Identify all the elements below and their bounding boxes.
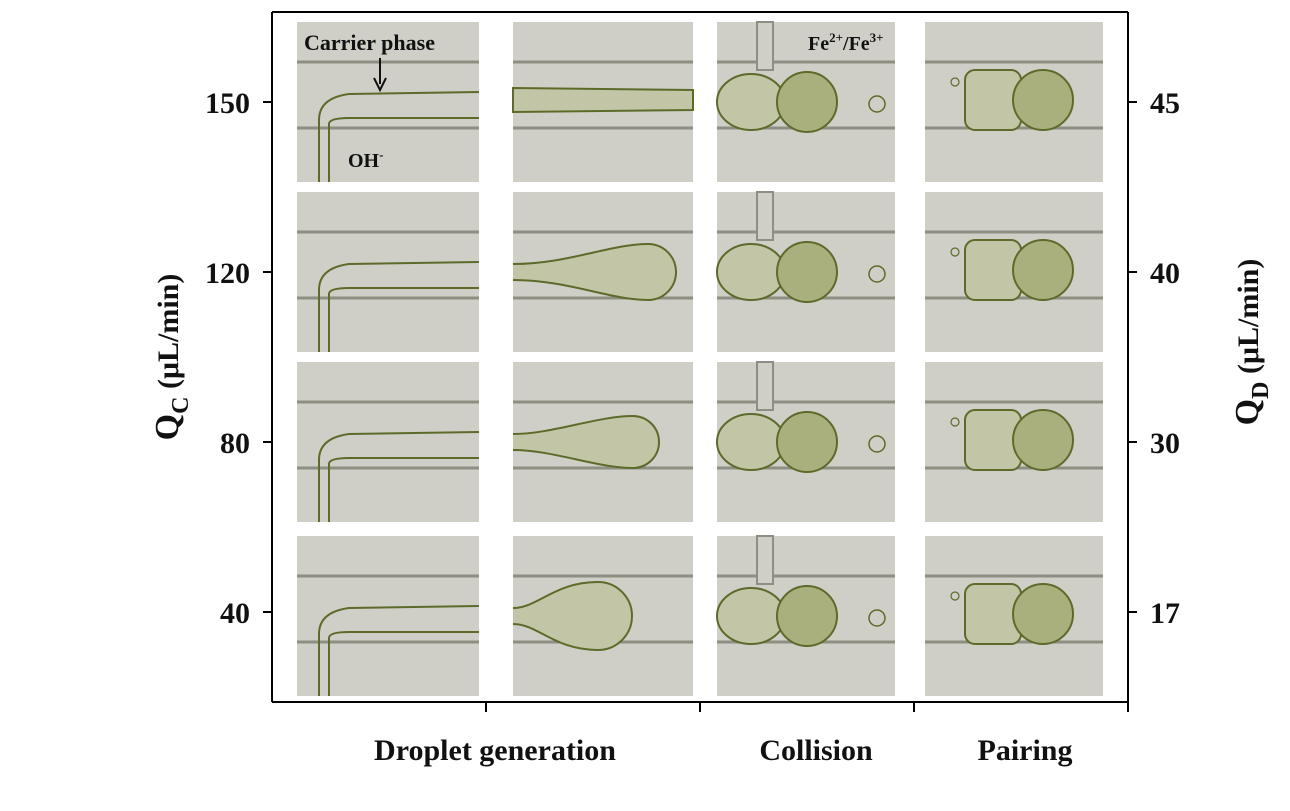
- satellite-bubble: [868, 265, 886, 283]
- micrograph-panel: [512, 192, 693, 352]
- satellite-bubble: [868, 435, 886, 453]
- column-labels: Droplet generation Collision Pairing: [374, 734, 1072, 767]
- iron-ion-label: Fe2+/Fe3+: [808, 30, 884, 55]
- panel-background: [297, 192, 479, 352]
- left-axis-title-unit: (μL/min): [152, 274, 185, 397]
- carrier-droplet: [716, 587, 786, 645]
- phase-interface: [318, 431, 480, 522]
- carrier-droplet: [716, 73, 786, 131]
- phase-interface: [328, 457, 479, 522]
- column-label-droplet-generation: Droplet generation: [374, 734, 616, 767]
- iron-droplet: [776, 71, 838, 133]
- iron-sep-text: /Fe: [842, 33, 870, 55]
- left-tick-labels: 150 120 80 40: [205, 87, 250, 630]
- column-label-pairing: Pairing: [978, 734, 1073, 767]
- right-axis-title-unit: (μL/min): [1232, 259, 1265, 382]
- satellite-bubble: [950, 417, 960, 427]
- satellite-bubble: [868, 95, 886, 113]
- left-axis-title-sub: C: [168, 397, 194, 414]
- hydroxide-charge: -: [379, 147, 383, 162]
- micrograph-panel: [297, 362, 480, 522]
- micrograph-panel: [716, 361, 895, 522]
- annotations: Carrier phase OH- Fe2+/Fe3+: [304, 30, 884, 172]
- column-label-collision: Collision: [759, 734, 873, 767]
- dispersed-thread: [512, 86, 694, 114]
- left-tick-label: 80: [220, 427, 250, 460]
- forming-droplet: [512, 242, 677, 302]
- micrograph-panel: [716, 191, 895, 352]
- phase-interface: [318, 605, 480, 696]
- hydroxide-text: OH: [348, 150, 380, 172]
- carrier-phase-arrowhead: [373, 77, 387, 93]
- micrograph-panel: [512, 362, 693, 522]
- paired-droplet-right: [1012, 409, 1074, 471]
- left-tick-label: 40: [220, 597, 250, 630]
- satellite-bubble: [950, 247, 960, 257]
- phase-interface: [328, 117, 479, 182]
- micrograph-panel: [297, 536, 480, 696]
- micrograph-panel: [925, 192, 1103, 352]
- iron-a-charge: 2+: [829, 30, 843, 45]
- left-tick-label: 150: [205, 87, 250, 120]
- phase-interface: [328, 287, 479, 352]
- axis-frame: [263, 11, 1137, 712]
- right-tick-label: 17: [1150, 597, 1180, 630]
- micrograph-panel: [297, 192, 480, 352]
- right-axis-title-sub: D: [1248, 382, 1274, 399]
- iron-a-text: Fe: [808, 33, 829, 55]
- micrograph-panel: [925, 22, 1103, 182]
- right-tick-labels: 45 40 30 17: [1150, 87, 1180, 630]
- right-tick-label: 40: [1150, 257, 1180, 290]
- left-tick-label: 120: [205, 257, 250, 290]
- paired-droplet-right: [1012, 239, 1074, 301]
- micrograph-panel: [512, 22, 694, 182]
- iron-droplet: [776, 585, 838, 647]
- phase-interface: [328, 631, 479, 696]
- iron-droplet: [776, 411, 838, 473]
- iron-droplet: [776, 241, 838, 303]
- paired-droplet-right: [1012, 583, 1074, 645]
- micrograph-panel: [512, 536, 693, 696]
- side-inlet: [756, 535, 774, 585]
- paired-droplet-right: [1012, 69, 1074, 131]
- side-inlet: [756, 361, 774, 411]
- forming-droplet: [512, 414, 660, 470]
- carrier-droplet: [716, 413, 786, 471]
- micrograph-panel: [716, 535, 895, 696]
- carrier-droplet: [716, 243, 786, 301]
- left-axis-title-main: Q: [149, 414, 186, 440]
- side-inlet: [756, 191, 774, 241]
- panel-background: [297, 362, 479, 522]
- phase-interface: [318, 261, 480, 352]
- right-axis-title: QD (μL/min): [1229, 259, 1274, 426]
- right-tick-label: 45: [1150, 87, 1180, 120]
- micrograph-panel: [925, 362, 1103, 522]
- satellite-bubble: [868, 609, 886, 627]
- iron-b-charge: 3+: [870, 30, 884, 45]
- phase-interface: [318, 91, 480, 182]
- side-inlet: [756, 21, 774, 71]
- satellite-bubble: [950, 591, 960, 601]
- micrograph-panel: [297, 22, 480, 182]
- micrograph-panel: [716, 21, 895, 182]
- satellite-bubble: [950, 77, 960, 87]
- micrograph-panel: [925, 536, 1103, 696]
- micrograph-grid: [297, 21, 1103, 696]
- right-axis-title-main: Q: [1229, 399, 1266, 425]
- left-axis-title: QC (μL/min): [149, 274, 194, 441]
- right-tick-label: 30: [1150, 427, 1180, 460]
- forming-droplet: [512, 580, 633, 652]
- hydroxide-label: OH-: [348, 147, 383, 172]
- carrier-phase-label: Carrier phase: [304, 30, 435, 55]
- panel-background: [297, 536, 479, 696]
